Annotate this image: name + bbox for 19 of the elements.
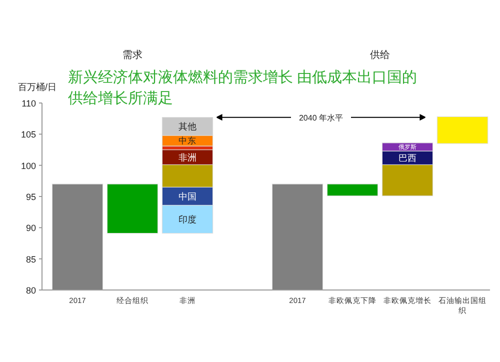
text: 供给 bbox=[370, 49, 390, 61]
y-tick-label: 105 bbox=[20, 130, 36, 140]
series-label: 其他 bbox=[178, 122, 196, 132]
ref-line-label: 2040 年水平 bbox=[298, 113, 344, 122]
y-tick-label: 95 bbox=[26, 192, 36, 202]
series-label: 巴西 bbox=[398, 153, 416, 164]
y-tick-label: 80 bbox=[26, 286, 36, 296]
ref-line: 2040 年水平 bbox=[216, 113, 426, 122]
y-tick-label: 100 bbox=[20, 160, 36, 171]
series-label: 中东 bbox=[178, 136, 196, 146]
title: 新兴经济体对液体燃料的需求增长 由低成本出口国的供给增长所满足 bbox=[68, 69, 418, 107]
series-label: 非洲 bbox=[178, 152, 196, 162]
series-label: 印度 bbox=[178, 214, 196, 224]
y-axis-title: 百万桶/日 bbox=[18, 82, 57, 92]
y-tick-label: 85 bbox=[26, 254, 36, 264]
y-tick-label: 90 bbox=[26, 223, 36, 234]
text: 需求 bbox=[122, 49, 142, 61]
series-label: 中国 bbox=[178, 191, 196, 202]
y-tick-label: 110 bbox=[22, 98, 36, 108]
